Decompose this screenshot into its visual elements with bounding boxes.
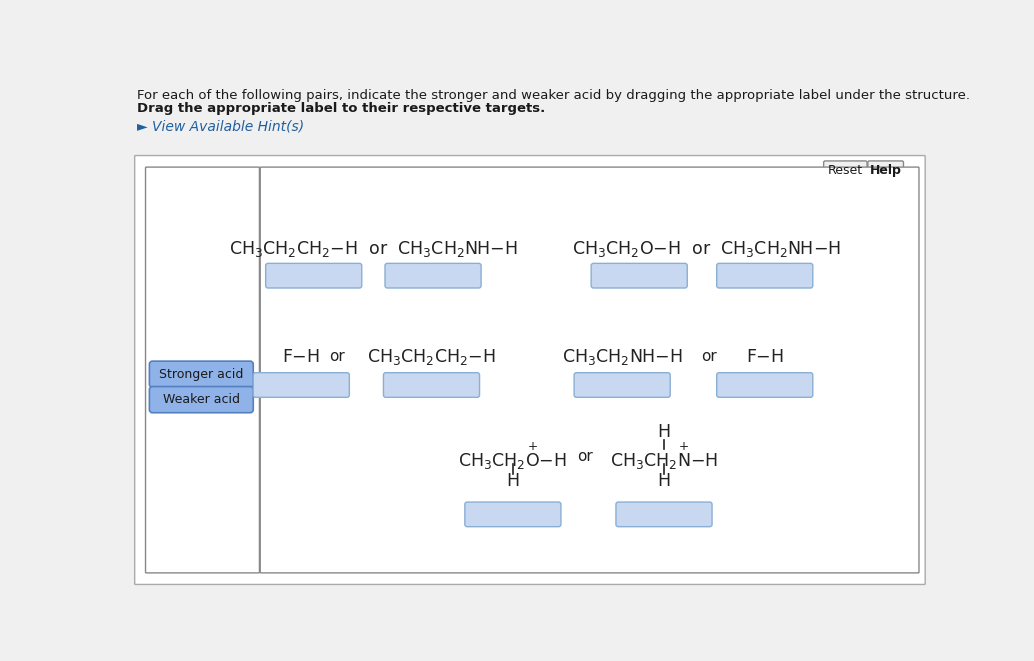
FancyBboxPatch shape [146,167,260,573]
FancyBboxPatch shape [824,161,868,181]
Text: $\mathsf{CH_3CH_2\overset{+}{N}{-}H}$: $\mathsf{CH_3CH_2\overset{+}{N}{-}H}$ [610,441,718,473]
Text: Reset: Reset [828,165,863,177]
Text: or: or [701,349,717,364]
FancyBboxPatch shape [266,263,362,288]
Text: Help: Help [870,165,902,177]
FancyBboxPatch shape [616,502,712,527]
FancyBboxPatch shape [253,373,349,397]
FancyBboxPatch shape [149,387,253,412]
FancyBboxPatch shape [149,361,253,387]
Text: $\mathsf{F{-}H}$: $\mathsf{F{-}H}$ [282,348,321,366]
FancyBboxPatch shape [134,155,925,584]
Text: $\mathsf{F{-}H}$: $\mathsf{F{-}H}$ [746,348,784,366]
FancyBboxPatch shape [384,373,480,397]
Text: Stronger acid: Stronger acid [159,368,244,381]
FancyBboxPatch shape [574,373,670,397]
Text: $\mathsf{CH_3CH_2CH_2{-}H}$: $\mathsf{CH_3CH_2CH_2{-}H}$ [367,346,496,366]
Text: $\mathsf{H}$: $\mathsf{H}$ [658,472,671,490]
FancyBboxPatch shape [717,263,813,288]
Text: For each of the following pairs, indicate the stronger and weaker acid by draggi: For each of the following pairs, indicat… [136,89,970,102]
Text: or: or [577,449,592,464]
FancyBboxPatch shape [591,263,688,288]
Text: $\mathsf{H}$: $\mathsf{H}$ [658,423,671,441]
Text: $\mathsf{H}$: $\mathsf{H}$ [507,472,519,490]
FancyBboxPatch shape [717,373,813,397]
FancyBboxPatch shape [465,502,560,527]
Text: $\mathsf{CH_3CH_2O{-}H}$  or  $\mathsf{CH_3CH_2NH{-}H}$: $\mathsf{CH_3CH_2O{-}H}$ or $\mathsf{CH_… [572,239,841,258]
FancyBboxPatch shape [868,161,904,181]
Text: $\mathsf{CH_3CH_2\overset{+}{O}{-}H}$: $\mathsf{CH_3CH_2\overset{+}{O}{-}H}$ [458,441,568,473]
Text: $\mathsf{CH_3CH_2NH{-}H}$: $\mathsf{CH_3CH_2NH{-}H}$ [561,346,682,366]
Text: $\mathsf{CH_3CH_2CH_2{-}H}$  or  $\mathsf{CH_3CH_2NH{-}H}$: $\mathsf{CH_3CH_2CH_2{-}H}$ or $\mathsf{… [229,239,518,258]
FancyBboxPatch shape [385,263,481,288]
Text: Drag the appropriate label to their respective targets.: Drag the appropriate label to their resp… [136,102,545,116]
Text: or: or [329,349,344,364]
Text: ► View Available Hint(s): ► View Available Hint(s) [136,120,304,134]
Text: Weaker acid: Weaker acid [162,393,240,406]
FancyBboxPatch shape [261,167,919,573]
